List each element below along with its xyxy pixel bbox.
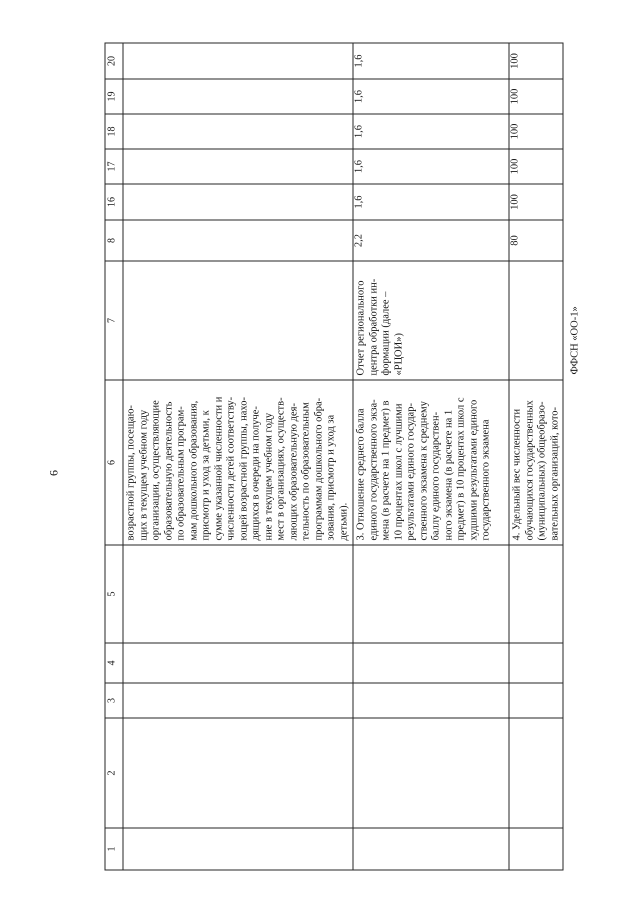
indicator4-text: 4. Удельный вес численности обучающихся … — [511, 399, 560, 540]
column-header-7: 7 — [104, 260, 123, 380]
table-row-indicator3: 3. Отношение среднего балла единого госу… — [352, 42, 509, 870]
indicator3-source-cell: Отчет регионального центра обработки ин-… — [352, 260, 509, 380]
column-header-3: 3 — [104, 682, 123, 718]
empty-cell — [122, 183, 353, 220]
empty-cell — [508, 260, 563, 380]
empty-cell — [122, 827, 353, 870]
empty-cell — [122, 682, 353, 718]
empty-cell — [122, 544, 353, 643]
empty-cell — [508, 544, 563, 643]
page-number: 6 — [46, 469, 60, 476]
empty-cell — [508, 682, 563, 718]
column-header-16: 16 — [104, 183, 123, 220]
indicator4-value-col16: 100 — [508, 183, 563, 220]
column-header-20: 20 — [104, 42, 123, 79]
empty-cell — [352, 827, 509, 870]
indicator2-continued-text: возрастной группы, посещаю- щих в текуще… — [125, 396, 349, 540]
table-row-indicator4: 4. Удельный вес численности обучающихся … — [508, 42, 563, 870]
indicator3-value-col18: 1,6 — [352, 113, 509, 149]
empty-cell — [508, 827, 563, 870]
indicator3-source-text: Отчет регионального центра обработки ин-… — [355, 278, 404, 375]
indicator3-value-col19: 1,6 — [352, 78, 509, 114]
indicator4-value-col19: 100 — [508, 78, 563, 114]
indicator4-value-col20: 100 — [508, 42, 563, 79]
column-header-2: 2 — [104, 717, 123, 828]
empty-cell — [122, 260, 353, 380]
empty-cell — [352, 682, 509, 718]
empty-cell — [352, 642, 509, 683]
empty-cell — [352, 544, 509, 643]
indicators-table: 1 2 3 4 5 6 7 8 16 17 18 19 20 — [104, 42, 563, 870]
empty-cell — [122, 148, 353, 184]
empty-cell — [122, 717, 353, 828]
empty-cell — [122, 78, 353, 114]
indicator3-text: 3. Отношение среднего балла единого госу… — [355, 396, 491, 540]
indicator2-continued-text-cell: возрастной группы, посещаю- щих в текуще… — [122, 379, 353, 545]
indicator4-text-cell: 4. Удельный вес численности обучающихся … — [508, 379, 563, 545]
empty-cell — [508, 642, 563, 683]
empty-cell — [508, 717, 563, 828]
indicator3-text-cell: 3. Отношение среднего балла единого госу… — [352, 379, 509, 545]
empty-cell — [122, 113, 353, 149]
indicator4-source-text-below-page-break: ФФСН «ОО-1» — [569, 305, 580, 374]
indicator3-value-col17: 1,6 — [352, 148, 509, 184]
column-header-8: 8 — [104, 219, 123, 261]
indicator3-value-col8: 2,2 — [352, 219, 509, 261]
column-header-6: 6 — [104, 379, 123, 545]
column-header-1: 1 — [104, 827, 123, 870]
column-header-18: 18 — [104, 113, 123, 149]
empty-cell — [352, 717, 509, 828]
indicator4-value-col18: 100 — [508, 113, 563, 149]
empty-cell — [122, 219, 353, 261]
indicator3-value-col20: 1,6 — [352, 42, 509, 79]
indicator3-value-col16: 1,6 — [352, 183, 509, 220]
column-header-17: 17 — [104, 148, 123, 184]
column-header-5: 5 — [104, 544, 123, 643]
table-header-row: 1 2 3 4 5 6 7 8 16 17 18 19 20 — [104, 42, 123, 870]
column-header-19: 19 — [104, 78, 123, 114]
indicator4-value-col8: 80 — [508, 219, 563, 261]
table-row-indicator2-continued: возрастной группы, посещаю- щих в текуще… — [122, 42, 353, 870]
indicator4-value-col17: 100 — [508, 148, 563, 184]
empty-cell — [122, 42, 353, 79]
empty-cell — [122, 642, 353, 683]
column-header-4: 4 — [104, 642, 123, 683]
